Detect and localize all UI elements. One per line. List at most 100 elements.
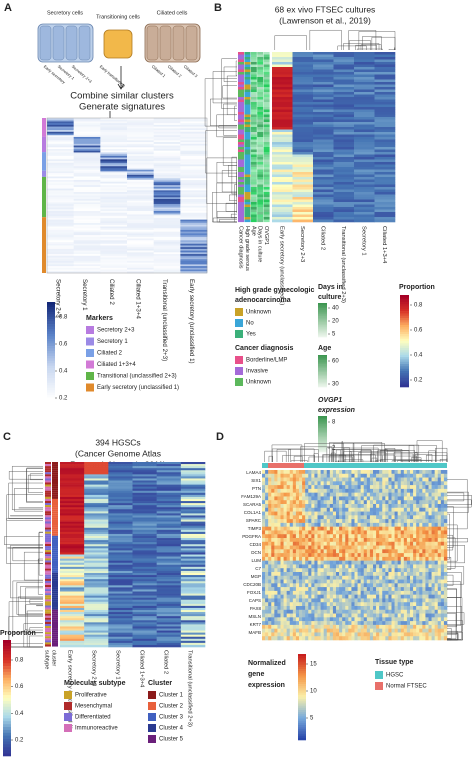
- heatmap-cell: [385, 507, 389, 512]
- heatmap-cell: [320, 575, 324, 580]
- heatmap-cell: [265, 606, 269, 611]
- heatmap-cell: [302, 564, 306, 569]
- heatmap-cell: [391, 556, 395, 561]
- heatmap-cell: [373, 617, 377, 622]
- colorbar-step: [318, 331, 327, 334]
- heatmap-cell: [403, 594, 408, 599]
- heatmap-cell: [413, 613, 417, 618]
- heatmap-cell: [308, 500, 312, 505]
- heatmap-cell: [295, 579, 300, 584]
- annotation-cell: [52, 494, 58, 497]
- heatmap-cell: [180, 538, 206, 541]
- heatmap-cell: [397, 598, 402, 603]
- annotation-cell: [238, 59, 244, 63]
- heatmap-cell: [360, 602, 365, 607]
- heatmap-cell: [333, 124, 355, 128]
- heatmap-cell: [431, 522, 435, 527]
- heatmap-cell: [373, 485, 377, 490]
- heatmap-cell: [180, 212, 208, 215]
- heatmap-cell: [305, 594, 309, 599]
- heatmap-cell: [108, 622, 133, 625]
- heatmap-cell: [299, 522, 303, 527]
- heatmap-cell: [292, 209, 314, 213]
- heatmap-cell: [354, 496, 358, 501]
- heatmap-cell: [373, 492, 377, 497]
- heatmap-cell: [354, 147, 375, 150]
- heatmap-cell: [391, 485, 395, 490]
- heatmap-cell: [313, 192, 334, 195]
- heatmap-cell: [108, 515, 133, 518]
- heatmap-cell: [434, 579, 439, 584]
- heatmap-cell: [391, 613, 395, 618]
- heatmap-cell: [434, 492, 439, 497]
- colorbar-step: [318, 427, 327, 429]
- heatmap-cell: [156, 624, 182, 627]
- heatmap-cell: [153, 136, 181, 139]
- heatmap-cell: [292, 102, 314, 105]
- heatmap-cell: [262, 541, 266, 546]
- heatmap-cell: [295, 500, 300, 505]
- heatmap-cell: [369, 590, 374, 595]
- annotation-cell: [257, 212, 264, 215]
- colorbar-step: [318, 328, 327, 330]
- colorbar-step: [3, 715, 11, 719]
- heatmap-cell: [329, 579, 334, 584]
- annotation-cell: [244, 184, 251, 188]
- heatmap-cell: [333, 182, 355, 185]
- heatmap-cell: [272, 137, 293, 140]
- annotation-cell: [52, 628, 58, 631]
- heatmap-cell: [108, 624, 133, 627]
- colorbar-step: [318, 425, 327, 427]
- heatmap-cell: [100, 140, 128, 143]
- annotation-cell: [45, 462, 51, 465]
- heatmap-cell: [132, 558, 157, 561]
- cell-label: Early transitioning: [99, 64, 127, 88]
- heatmap-cell: [397, 579, 402, 584]
- colorbar-step: [318, 318, 327, 320]
- heatmap-cell: [47, 209, 74, 212]
- heatmap-cell: [292, 194, 314, 198]
- heatmap-cell: [425, 579, 429, 584]
- heatmap-cell: [416, 598, 420, 603]
- heatmap-cell: [366, 621, 371, 626]
- colorbar: [3, 640, 11, 757]
- heatmap-cell: [419, 541, 423, 546]
- colorbar-tick-label: 0.8: [15, 658, 24, 664]
- heatmap-cell: [354, 74, 375, 78]
- heatmap-cell: [302, 602, 306, 607]
- heatmap-cell: [363, 606, 368, 611]
- heatmap-cell: [180, 601, 206, 605]
- heatmap-cell: [416, 496, 420, 501]
- annotation-cell: [45, 599, 51, 602]
- heatmap-cell: [277, 602, 281, 607]
- annotation-cell: [238, 137, 244, 140]
- heatmap-cell: [397, 549, 402, 554]
- heatmap-cell: [180, 243, 208, 246]
- heatmap-cell: [354, 579, 358, 584]
- heatmap-cell: [379, 504, 383, 509]
- heatmap-cell: [73, 228, 101, 231]
- heatmap-cell: [317, 485, 321, 490]
- heatmap-cell: [156, 577, 182, 580]
- annotation-cell: [45, 523, 51, 526]
- heatmap-cell: [363, 575, 368, 580]
- heatmap-cell: [180, 591, 206, 594]
- heatmap-cell: [156, 632, 182, 635]
- heatmap-cell: [153, 228, 181, 231]
- heatmap-cell: [360, 575, 365, 580]
- heatmap-cell: [313, 87, 334, 90]
- heatmap-cell: [422, 628, 426, 633]
- heatmap-cell: [348, 530, 352, 535]
- heatmap-cell: [271, 594, 275, 599]
- heatmap-cell: [416, 545, 420, 550]
- heatmap-cell: [410, 624, 414, 629]
- heatmap-cell: [283, 624, 287, 629]
- heatmap-cell: [314, 485, 318, 490]
- heatmap-cell: [132, 618, 157, 621]
- heatmap-cell: [425, 621, 429, 626]
- heatmap-cell: [354, 52, 375, 55]
- heatmap-cell: [317, 496, 321, 501]
- heatmap-cell: [132, 542, 157, 545]
- heatmap-cell: [132, 470, 157, 473]
- heatmap-cell: [292, 177, 314, 180]
